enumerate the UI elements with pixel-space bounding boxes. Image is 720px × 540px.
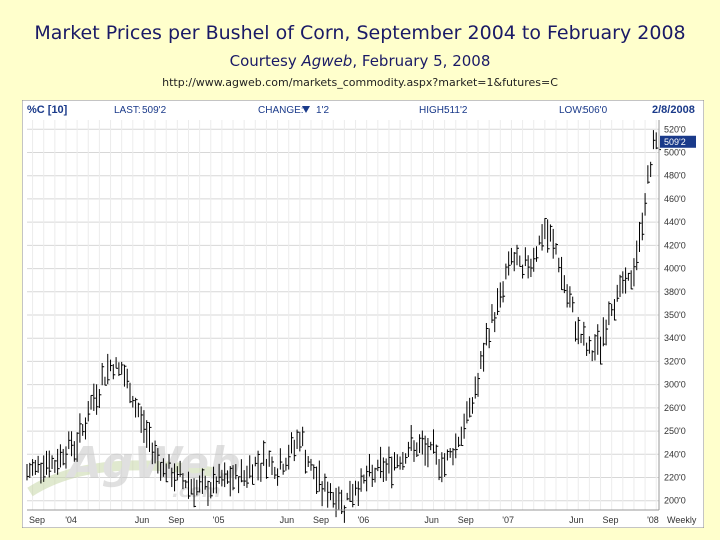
page-title: Market Prices per Bushel of Corn, Septem…: [34, 22, 686, 44]
x-tick-label: Sep: [313, 515, 329, 525]
last-value-marker: [660, 135, 696, 148]
last-label: LAST:: [114, 105, 141, 116]
agweb-watermark: AgWeb .com: [27, 438, 241, 502]
chart-frame: [22, 100, 704, 528]
watermark-logo: AgWeb: [65, 438, 241, 489]
high-label: HIGH:: [419, 105, 447, 116]
page-subtitle: Courtesy Agweb, February 5, 2008: [229, 52, 491, 70]
down-triangle-icon: [302, 106, 310, 113]
y-tick-label: 440'0: [664, 217, 686, 227]
source-name: Agweb: [301, 52, 353, 70]
y-tick-label: 350'0: [664, 310, 686, 320]
y-tick-label: 500'0: [664, 148, 686, 158]
y-tick-label: 220'0: [664, 473, 686, 483]
y-axis: 200'0 220'0 240'0 250'0 260'0 300'0 320'0 340'0…: [658, 120, 696, 510]
x-tick-label: Sep: [29, 515, 45, 525]
y-tick-label: 400'0: [664, 264, 686, 274]
y-tick-label: 260'0: [664, 403, 686, 413]
last-value: 509'2: [142, 105, 167, 116]
x-tick-label: Sep: [458, 515, 474, 525]
x-tick-label: Jun: [424, 515, 439, 525]
x-tick-label: Jun: [569, 515, 584, 525]
y-tick-label: 320'0: [664, 356, 686, 366]
x-tick-label: '08: [647, 515, 659, 525]
x-tick-label: Jun: [280, 515, 295, 525]
x-tick-label: '06: [358, 515, 370, 525]
y-tick-label: 300'0: [664, 380, 686, 390]
change-value: 1'2: [316, 105, 329, 116]
y-tick-label: 240'0: [664, 449, 686, 459]
chart-date: 2/8/2008: [652, 104, 695, 116]
corn-price-chart: %C [10] LAST: 509'2 CHANGE: 1'2 HIGH: 51…: [22, 100, 704, 528]
watermark-swoosh-icon: [27, 460, 213, 497]
x-axis: Sep '04 Jun Sep '05 Jun Sep '06 Jun Sep '07 Jun Sep '…: [27, 509, 697, 525]
y-tick-label: 460'0: [664, 194, 686, 204]
y-tick-label: 340'0: [664, 333, 686, 343]
y-tick-label: 520'0: [664, 124, 686, 134]
x-tick-label: '05: [213, 515, 225, 525]
x-tick-label: Jun: [135, 515, 150, 525]
y-tick-label: 480'0: [664, 171, 686, 181]
y-tick-label: 420'0: [664, 240, 686, 250]
x-tick-label: '04: [65, 515, 77, 525]
y-tick-label: 200'0: [664, 496, 686, 506]
low-value: 506'0: [583, 105, 608, 116]
symbol-label: %C [10]: [27, 104, 68, 116]
low-label: LOW:: [559, 105, 584, 116]
source-url[interactable]: http://www.agweb.com/markets_commodity.a…: [162, 76, 558, 89]
watermark-domain: .com: [172, 481, 221, 502]
x-tick-label: Sep: [168, 515, 184, 525]
change-label: CHANGE:: [258, 105, 304, 116]
last-value-label: 509'2: [664, 137, 686, 147]
period-label: Weekly: [667, 515, 697, 525]
high-value: 511'2: [444, 105, 468, 116]
x-tick-label: '07: [502, 515, 514, 525]
chart-grid: [27, 120, 659, 510]
x-tick-label: Sep: [603, 515, 619, 525]
y-tick-label: 250'0: [664, 426, 686, 436]
y-tick-label: 380'0: [664, 287, 686, 297]
